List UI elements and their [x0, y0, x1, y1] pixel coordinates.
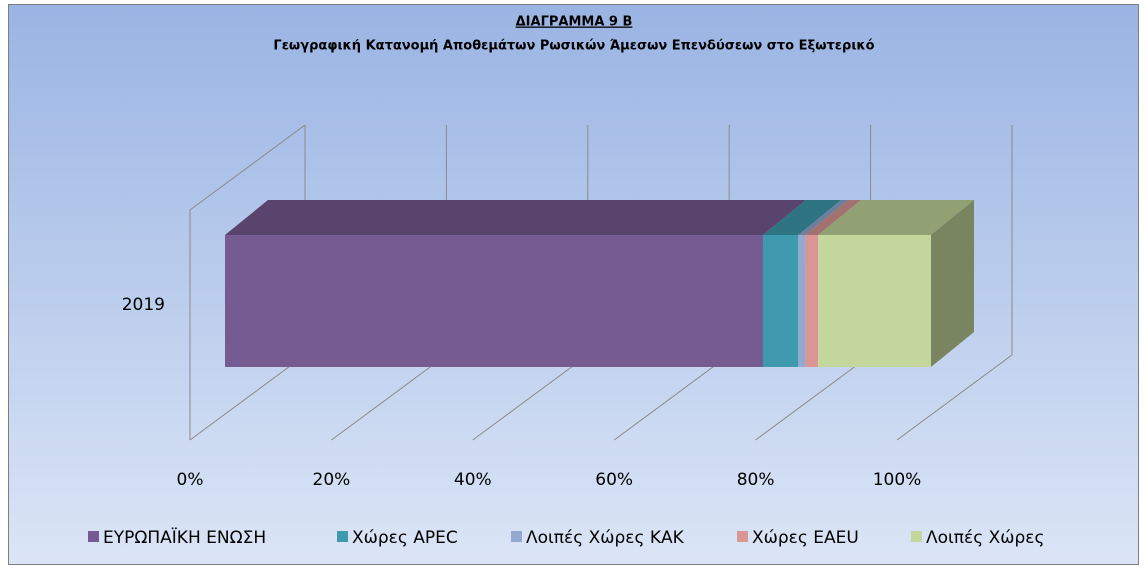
- grid-line: [755, 354, 871, 441]
- x-tick-label: 80%: [737, 470, 775, 490]
- bar: [805, 235, 819, 367]
- bar-top: [762, 200, 842, 235]
- bar-top: [225, 200, 806, 235]
- legend-label: Χώρες EAEU: [752, 528, 859, 548]
- legend-swatch: [511, 531, 522, 542]
- bar-side: [931, 200, 974, 367]
- grid-line: [189, 354, 306, 441]
- legend-label: Λοιπές Χώρες: [926, 528, 1044, 548]
- wall-line: [189, 124, 306, 211]
- x-tick-label: 60%: [595, 470, 633, 490]
- x-tick-label: 100%: [873, 470, 922, 490]
- x-tick-label: 0%: [177, 470, 204, 490]
- x-tick-label: 20%: [313, 470, 351, 490]
- legend-label: ΕΥΡΩΠΑΪΚΗ ΕΝΩΣΗ: [103, 527, 266, 548]
- grid-line: [613, 354, 730, 441]
- grid-line: [331, 354, 447, 441]
- legend-label: Λοιπές Χώρες ΚΑΚ: [526, 528, 685, 548]
- bar-top: [798, 200, 849, 235]
- bar-top: [805, 200, 862, 235]
- grid-line: [896, 354, 1013, 441]
- chart-subtitle: Γεωγραφική Κατανομή Αποθεμάτων Ρωσικών Ά…: [273, 39, 874, 54]
- legend-swatch: [911, 531, 922, 542]
- legend-swatch: [737, 531, 748, 542]
- legend-swatch: [337, 531, 348, 542]
- bar: [225, 235, 763, 367]
- chart-title: ΔΙΑΓΡΑΜΜΑ 9 Β: [516, 15, 633, 30]
- bar: [762, 235, 799, 367]
- bar-top: [818, 200, 974, 235]
- legend-swatch: [88, 531, 99, 542]
- legend-label: Χώρες APEC: [352, 528, 458, 548]
- y-tick-label: 2019: [122, 295, 165, 315]
- bar: [818, 235, 931, 367]
- bar: [798, 235, 806, 367]
- x-tick-label: 40%: [454, 470, 492, 490]
- grid-line: [472, 354, 589, 441]
